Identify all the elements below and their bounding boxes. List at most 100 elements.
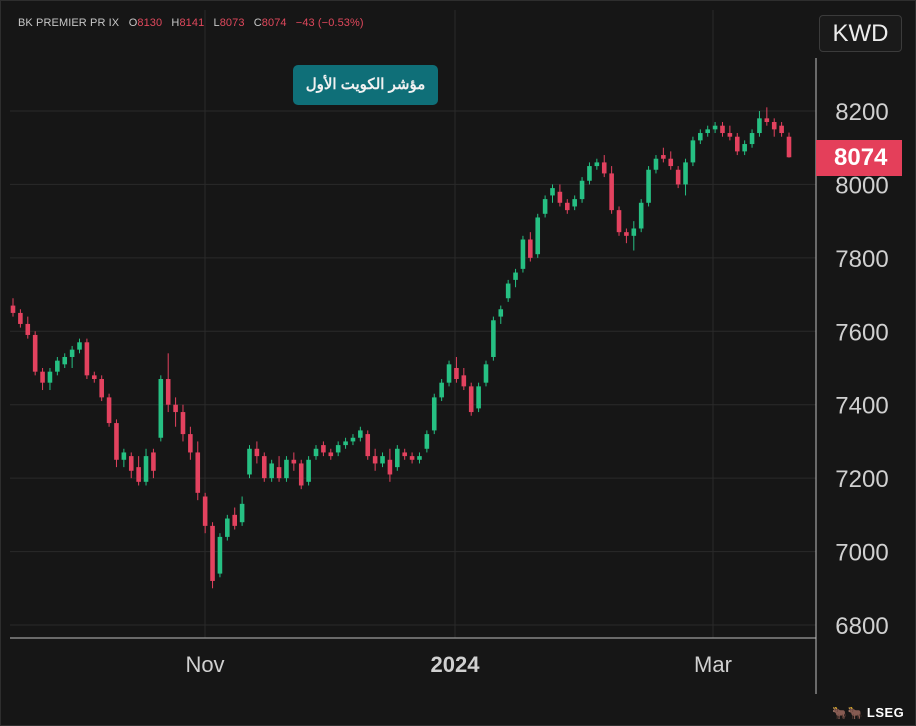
lseg-logo: 🐂🐂 LSEG	[832, 705, 904, 720]
candle-body	[683, 162, 688, 185]
candle-body	[757, 118, 762, 134]
candle-body	[180, 412, 186, 435]
candle-body	[62, 356, 68, 365]
candle-body	[638, 202, 644, 229]
candle-body	[624, 232, 629, 236]
candle-body	[579, 180, 585, 200]
candle-body	[771, 122, 777, 130]
y-tick-label: 7400	[835, 393, 888, 420]
candle-body	[483, 364, 489, 383]
candle-body	[365, 434, 371, 457]
candle-body	[653, 158, 659, 170]
candle-body	[727, 133, 733, 137]
candle-body	[269, 463, 274, 479]
high-value: 8141	[179, 17, 205, 29]
candle-body	[106, 397, 112, 424]
candle-body	[306, 459, 311, 482]
candle-body	[232, 514, 238, 526]
y-tick-label: 6800	[835, 613, 888, 640]
candle-body	[343, 441, 348, 446]
candle-body	[114, 423, 119, 460]
candle-body	[247, 448, 252, 475]
y-tick-label: 7600	[835, 319, 888, 346]
close-key: C	[253, 17, 262, 29]
candle-body	[40, 371, 45, 383]
x-tick-label: Nov	[185, 652, 224, 677]
change-value: −43 (−0.53%)	[295, 17, 364, 29]
candle-body	[151, 452, 156, 471]
candle-body	[55, 360, 60, 372]
x-tick-label: Mar	[694, 652, 732, 677]
candle-body	[749, 133, 755, 145]
currency-button[interactable]: KWD	[819, 15, 902, 52]
candle-body	[764, 118, 770, 123]
candle-body	[47, 371, 53, 383]
candle-body	[661, 155, 666, 159]
candle-body	[461, 375, 467, 387]
candle-body	[468, 386, 474, 413]
candle-body	[491, 320, 496, 357]
candle-body	[321, 445, 326, 453]
candle-body	[84, 342, 90, 376]
candle-body	[225, 518, 230, 537]
candle-body	[550, 188, 555, 196]
candle-body	[505, 283, 511, 299]
candle-body	[402, 452, 407, 457]
y-tick-label: 7200	[835, 466, 888, 493]
candle-body	[454, 368, 459, 380]
bull-logo-icon: 🐂🐂	[832, 706, 863, 720]
candle-body	[136, 467, 141, 482]
candle-body	[705, 129, 710, 134]
candle-body	[328, 452, 334, 457]
candle-body	[254, 448, 260, 457]
candle-body	[313, 448, 319, 457]
candle-body	[734, 136, 740, 152]
candle-body	[557, 191, 563, 203]
candle-body	[380, 456, 385, 464]
candle-body	[424, 434, 430, 449]
candle-body	[276, 467, 282, 479]
candle-body	[786, 136, 792, 158]
candle-body	[202, 496, 208, 526]
candle-body	[520, 239, 526, 269]
high-key: H	[171, 17, 180, 29]
candle-body	[409, 456, 415, 460]
candle-body	[92, 375, 97, 380]
candle-body	[742, 144, 747, 152]
candle-body	[601, 162, 607, 174]
close-value: 8074	[261, 17, 287, 29]
low-key: L	[213, 17, 220, 29]
candle-body	[121, 452, 127, 460]
candle-body	[616, 210, 622, 233]
candle-body	[99, 379, 104, 398]
candle-body	[587, 166, 592, 181]
candle-body	[350, 437, 356, 442]
candle-body	[77, 342, 82, 350]
candle-body	[631, 228, 637, 236]
candle-body	[779, 125, 784, 134]
candle-body	[291, 459, 297, 464]
candle-body	[335, 445, 341, 453]
chart-panel[interactable]	[10, 10, 816, 694]
candle-body	[564, 202, 570, 211]
candle-body	[128, 456, 134, 471]
candle-body	[298, 463, 304, 486]
candle-body	[18, 312, 23, 324]
candle-body	[210, 525, 215, 581]
candle-body	[69, 349, 75, 357]
candle-body	[498, 309, 504, 317]
candle-body	[239, 503, 245, 523]
candle-body	[25, 323, 31, 335]
candle-body	[158, 379, 164, 438]
candle-body	[284, 459, 289, 479]
y-tick-label: 8200	[835, 99, 888, 126]
candle-body	[572, 199, 577, 207]
candle-body	[542, 199, 548, 214]
candle-body	[528, 239, 533, 258]
candle-body	[431, 397, 437, 431]
candle-body	[535, 217, 541, 255]
x-tick-label: 2024	[431, 652, 481, 677]
candle-body	[476, 386, 481, 409]
candle-body	[261, 456, 267, 479]
